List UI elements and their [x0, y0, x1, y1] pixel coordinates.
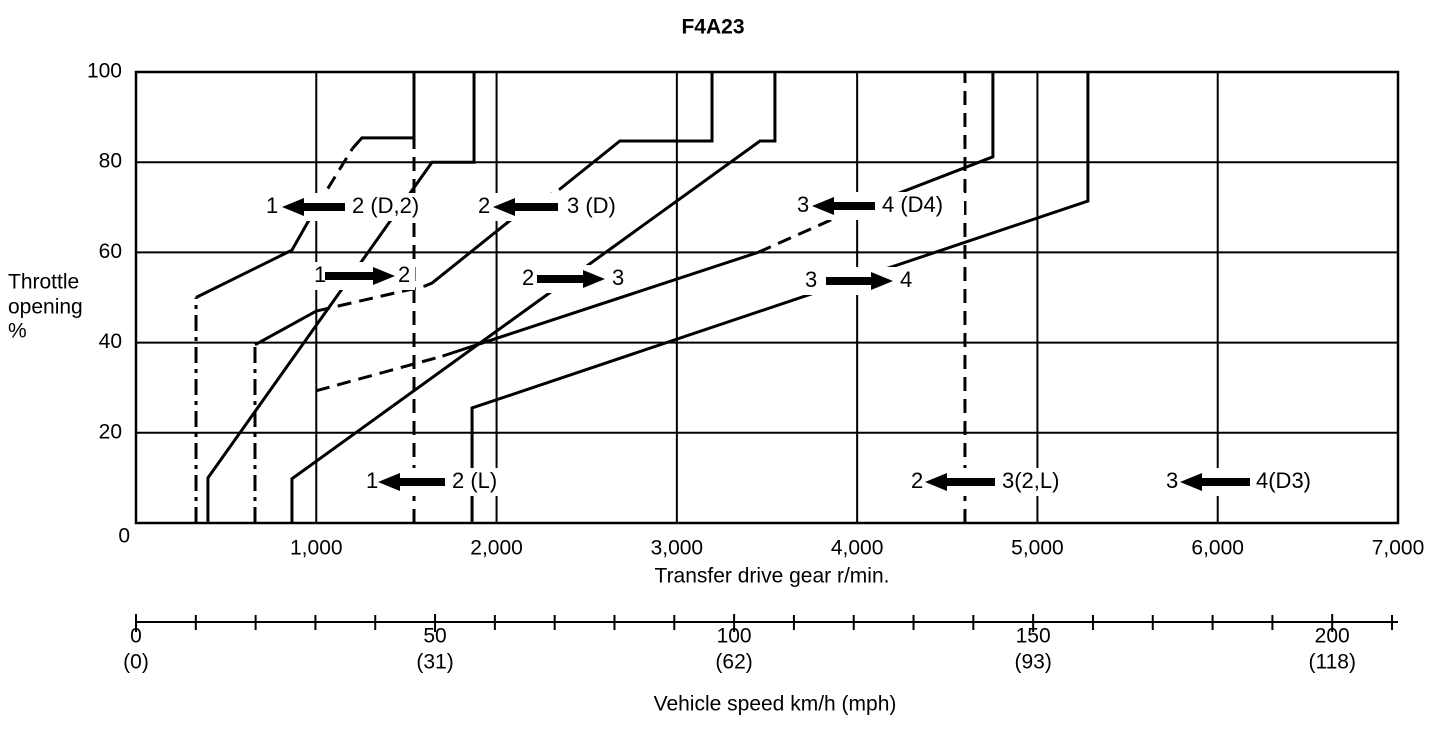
x-tick-label: 7,000 [1372, 537, 1425, 560]
shift-from: 1 [266, 193, 278, 218]
shift-to: 3(2,L) [1002, 468, 1059, 493]
shift-to: 3 [612, 265, 624, 290]
chart-title: F4A23 [681, 16, 744, 39]
shift-from: 3 [797, 192, 809, 217]
shift-to: 3 (D) [567, 193, 616, 218]
shift-to: 4 (D4) [882, 192, 943, 217]
y-axis-label: opening [8, 296, 83, 319]
shift-line [757, 214, 840, 254]
x2-tick-sublabel: (118) [1308, 651, 1355, 674]
x-tick-label: 3,000 [651, 537, 704, 560]
shift-to: 2 (D,2) [352, 193, 419, 218]
shift-from: 1 [314, 262, 326, 287]
x2-tick-sublabel: (93) [1014, 651, 1051, 674]
shift-line [290, 72, 777, 523]
shift-line [254, 309, 318, 347]
y-tick-label: 0 [118, 525, 130, 548]
x2-tick-label: 50 [423, 625, 446, 648]
y-tick-label: 100 [87, 60, 122, 83]
shift-from: 2 [911, 468, 923, 493]
shift-to: 2 (L) [452, 468, 497, 493]
x2-tick-label: 0 [130, 625, 142, 648]
shift-to: 4 [900, 267, 912, 292]
y-tick-label: 20 [99, 420, 122, 443]
x-axis-label: Transfer drive gear r/min. [655, 565, 890, 588]
shift-from: 3 [1166, 468, 1178, 493]
arrow-head [493, 198, 515, 216]
arrow-head [871, 272, 893, 290]
x-tick-label: 1,000 [290, 537, 343, 560]
y-axis-label: Throttle [8, 271, 79, 294]
x-tick-label: 6,000 [1191, 537, 1244, 560]
shift-line [423, 210, 522, 288]
arrow-head [373, 267, 395, 285]
x2-tick-sublabel: (0) [123, 651, 149, 674]
shift-from: 1 [366, 468, 378, 493]
shift-from: 2 [522, 265, 534, 290]
shift-line [558, 72, 714, 191]
y-tick-label: 80 [99, 150, 122, 173]
shift-line [206, 72, 476, 523]
shift-line [470, 72, 1090, 523]
arrow-head [378, 473, 400, 491]
x2-tick-sublabel: (62) [715, 651, 752, 674]
x-tick-label: 5,000 [1011, 537, 1064, 560]
arrow-head [282, 198, 304, 216]
arrow-head [812, 197, 834, 215]
x2-tick-label: 150 [1016, 625, 1051, 648]
y-tick-label: 40 [99, 330, 122, 353]
x2-tick-sublabel: (31) [416, 651, 453, 674]
shift-line [315, 284, 425, 313]
shift-from: 2 [478, 193, 490, 218]
shift-to: 4(D3) [1256, 468, 1311, 493]
shift-to: 2 [398, 262, 410, 287]
x2-tick-label: 100 [717, 625, 752, 648]
x-tick-label: 2,000 [470, 537, 523, 560]
y-axis-label: % [8, 320, 27, 343]
y-tick-label: 60 [99, 240, 122, 263]
arrow-head [925, 473, 947, 491]
arrow-head [583, 270, 605, 288]
shift-line [442, 250, 759, 358]
x2-tick-label: 200 [1315, 625, 1350, 648]
arrow-head [1180, 473, 1202, 491]
shift-from: 3 [805, 267, 817, 292]
shift-line [351, 72, 416, 150]
shift-line [195, 206, 318, 299]
x2-axis-label: Vehicle speed km/h (mph) [654, 693, 897, 716]
x-tick-label: 4,000 [831, 537, 884, 560]
